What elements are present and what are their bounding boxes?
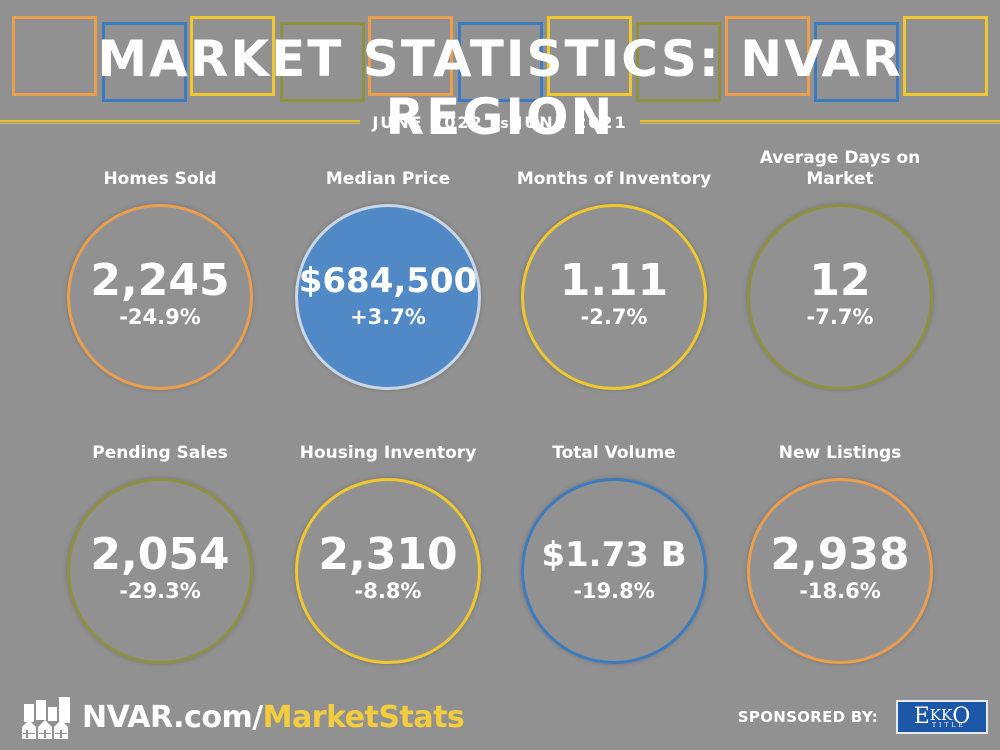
stat-change: +3.7% bbox=[350, 305, 426, 329]
stat-card-homes-sold: Homes Sold 2,245 -24.9% bbox=[60, 148, 260, 390]
stat-value: 2,245 bbox=[90, 255, 230, 306]
stat-circle: 2,938 -18.6% bbox=[747, 478, 933, 664]
sponsor-label: SPONSORED BY: bbox=[737, 708, 878, 726]
logo-letter-e: E bbox=[913, 704, 930, 729]
decor-square-yellow bbox=[547, 16, 632, 96]
url-domain: NVAR.com/ bbox=[82, 699, 263, 735]
page-title: MARKET STATISTICS: NVAR REGION bbox=[97, 30, 903, 146]
url-path: MarketStats bbox=[262, 699, 465, 735]
stat-card-pending-sales: Pending Sales 2,054 -29.3% bbox=[60, 422, 260, 664]
logo-letters-kk: KK bbox=[929, 706, 953, 724]
decor-square-orange bbox=[725, 16, 810, 96]
logo-letter-o: O bbox=[952, 704, 971, 729]
stat-change: -7.7% bbox=[806, 305, 874, 329]
prior-period: JUNE 2021 bbox=[516, 112, 628, 132]
logo-subtitle: TITLE bbox=[932, 722, 966, 729]
decor-square-blue bbox=[458, 22, 543, 102]
stat-circle: 12 -7.7% bbox=[747, 204, 933, 390]
stat-label: Average Days on Market bbox=[759, 148, 921, 189]
stat-circle: 2,310 -8.8% bbox=[295, 478, 481, 664]
stat-card-total-volume: Total Volume $1.73 B -19.8% bbox=[514, 422, 714, 664]
stat-value: $1.73 B bbox=[541, 535, 687, 575]
ekko-title-logo: E KK O TITLE bbox=[896, 700, 988, 734]
stat-circle: 2,245 -24.9% bbox=[67, 204, 253, 390]
stat-label: Total Volume bbox=[552, 443, 676, 463]
decor-square-yellow bbox=[903, 16, 988, 96]
stat-value: 1.11 bbox=[559, 255, 669, 306]
decor-square-olive bbox=[280, 22, 365, 102]
decor-square-olive bbox=[636, 22, 721, 102]
decor-square-blue bbox=[814, 22, 899, 102]
date-comparison: JUNE 2022 vs JUNE 2021 bbox=[360, 113, 639, 132]
stat-circle: $684,500 +3.7% bbox=[295, 204, 481, 390]
stat-circle: 1.11 -2.7% bbox=[521, 204, 707, 390]
stat-value: 2,938 bbox=[770, 529, 910, 580]
current-period: JUNE 2022 bbox=[372, 112, 484, 132]
stat-label: New Listings bbox=[778, 443, 902, 463]
stat-change: -8.8% bbox=[354, 579, 422, 603]
stat-change: -18.6% bbox=[799, 579, 881, 603]
stat-circle: $1.73 B -19.8% bbox=[521, 478, 707, 664]
stat-label: Months of Inventory bbox=[516, 169, 712, 189]
stat-change: -19.8% bbox=[573, 579, 655, 603]
vs-label: vs bbox=[491, 115, 509, 132]
divider-right bbox=[639, 120, 1000, 124]
divider-left bbox=[0, 120, 361, 124]
sponsor-block: SPONSORED BY: E KK O TITLE bbox=[738, 700, 988, 734]
stat-card-median-price: Median Price $684,500 +3.7% bbox=[288, 148, 488, 390]
footer-url[interactable]: NVAR.com/MarketStats bbox=[18, 695, 465, 739]
stat-value: $684,500 bbox=[298, 261, 478, 301]
decor-square-orange bbox=[368, 16, 453, 96]
stat-card-months-of-inventory: Months of Inventory 1.11 -2.7% bbox=[514, 148, 714, 390]
stat-value: 2,310 bbox=[318, 529, 458, 580]
stat-circle: 2,054 -29.3% bbox=[67, 478, 253, 664]
subtitle-row: JUNE 2022 vs JUNE 2021 bbox=[0, 112, 1000, 132]
stat-card-new-listings: New Listings 2,938 -18.6% bbox=[740, 422, 940, 664]
stat-change: -29.3% bbox=[119, 579, 201, 603]
decor-square-orange bbox=[12, 16, 97, 96]
stat-card-average-days-on-market: Average Days on Market 12 -7.7% bbox=[740, 148, 940, 390]
decor-square-blue bbox=[102, 22, 187, 102]
stat-label: Homes Sold bbox=[103, 169, 217, 189]
market-stats-link[interactable]: NVAR.com/MarketStats bbox=[82, 699, 465, 735]
city-houses-icon bbox=[22, 697, 70, 739]
stat-change: -2.7% bbox=[580, 305, 648, 329]
stat-value: 12 bbox=[809, 255, 871, 306]
decor-square-yellow bbox=[190, 16, 275, 96]
stat-card-housing-inventory: Housing Inventory 2,310 -8.8% bbox=[288, 422, 488, 664]
stat-label: Pending Sales bbox=[92, 443, 228, 463]
stat-value: 2,054 bbox=[90, 529, 230, 580]
stat-change: -24.9% bbox=[119, 305, 201, 329]
stat-label: Median Price bbox=[325, 169, 451, 189]
stat-label: Housing Inventory bbox=[299, 443, 477, 463]
